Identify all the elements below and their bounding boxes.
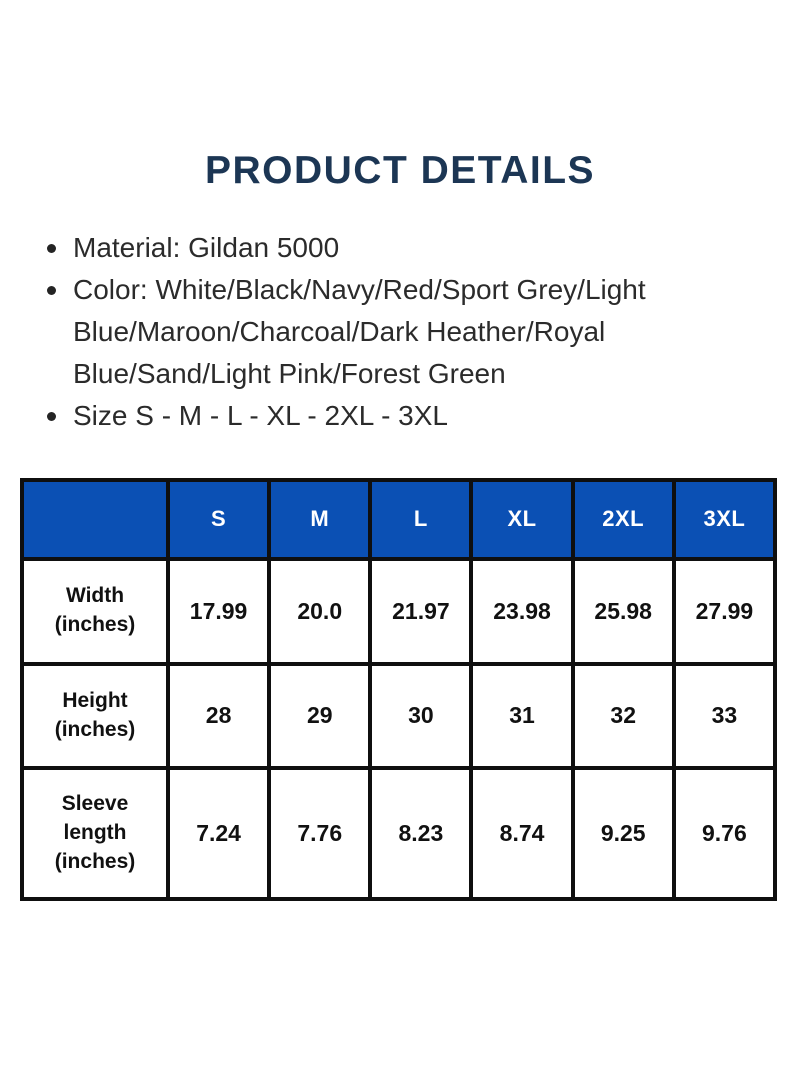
table-row-sleeve-length: Sleeve length (inches) 7.24 7.76 8.23 8.… (20, 765, 778, 901)
width-value-s: 17.99 (165, 556, 272, 666)
size-chart-header-row: S M L XL 2XL 3XL (20, 477, 778, 561)
details-list: Material: Gildan 5000 Color: White/Black… (0, 227, 773, 437)
height-value-2xl: 32 (570, 661, 676, 770)
sleeve-value-2xl: 9.25 (570, 765, 676, 901)
bullet-icon (47, 243, 56, 253)
width-value-l: 21.97 (368, 556, 474, 666)
detail-item-size: Size S - M - L - XL - 2XL - 3XL (47, 395, 743, 437)
detail-color-text: Color: White/Black/Navy/Red/Sport Grey/L… (73, 273, 646, 389)
detail-item-color: Color: White/Black/Navy/Red/Sport Grey/L… (47, 269, 743, 395)
corner-cell (20, 477, 170, 561)
width-value-xl: 23.98 (469, 556, 575, 666)
detail-size-text: Size S - M - L - XL - 2XL - 3XL (73, 399, 449, 431)
sleeve-value-s: 7.24 (165, 765, 272, 901)
row-label-height: Height (inches) (20, 661, 170, 770)
sleeve-value-xl: 8.74 (469, 765, 575, 901)
size-header-l: L (368, 477, 474, 561)
table-row-height: Height (inches) 28 29 30 31 32 33 (20, 661, 778, 770)
detail-material-text: Material: Gildan 5000 (73, 231, 340, 263)
size-header-s: S (165, 477, 272, 561)
width-value-3xl: 27.99 (671, 556, 778, 666)
height-value-s: 28 (165, 661, 272, 770)
size-header-3xl: 3XL (671, 477, 778, 561)
height-value-xl: 31 (469, 661, 575, 770)
height-value-l: 30 (368, 661, 474, 770)
size-header-2xl: 2XL (570, 477, 676, 561)
width-value-m: 20.0 (267, 556, 373, 666)
width-value-2xl: 25.98 (570, 556, 676, 666)
page-title: PRODUCT DETAILS (204, 149, 596, 192)
size-header-xl: XL (469, 477, 575, 561)
height-value-3xl: 33 (671, 661, 778, 770)
sleeve-value-l: 8.23 (368, 765, 474, 901)
bullet-icon (47, 411, 56, 421)
detail-item-material: Material: Gildan 5000 (47, 227, 743, 269)
row-label-width: Width (inches) (20, 556, 170, 666)
sleeve-value-3xl: 9.76 (671, 765, 778, 901)
sleeve-value-m: 7.76 (267, 765, 373, 901)
size-header-m: M (267, 477, 373, 561)
height-value-m: 29 (267, 661, 373, 770)
size-chart-table: S M L XL 2XL 3XL Width (inches) 17.99 20… (20, 477, 778, 901)
table-row-width: Width (inches) 17.99 20.0 21.97 23.98 25… (20, 556, 778, 666)
bullet-icon (47, 285, 56, 295)
row-label-sleeve-length: Sleeve length (inches) (20, 765, 170, 901)
